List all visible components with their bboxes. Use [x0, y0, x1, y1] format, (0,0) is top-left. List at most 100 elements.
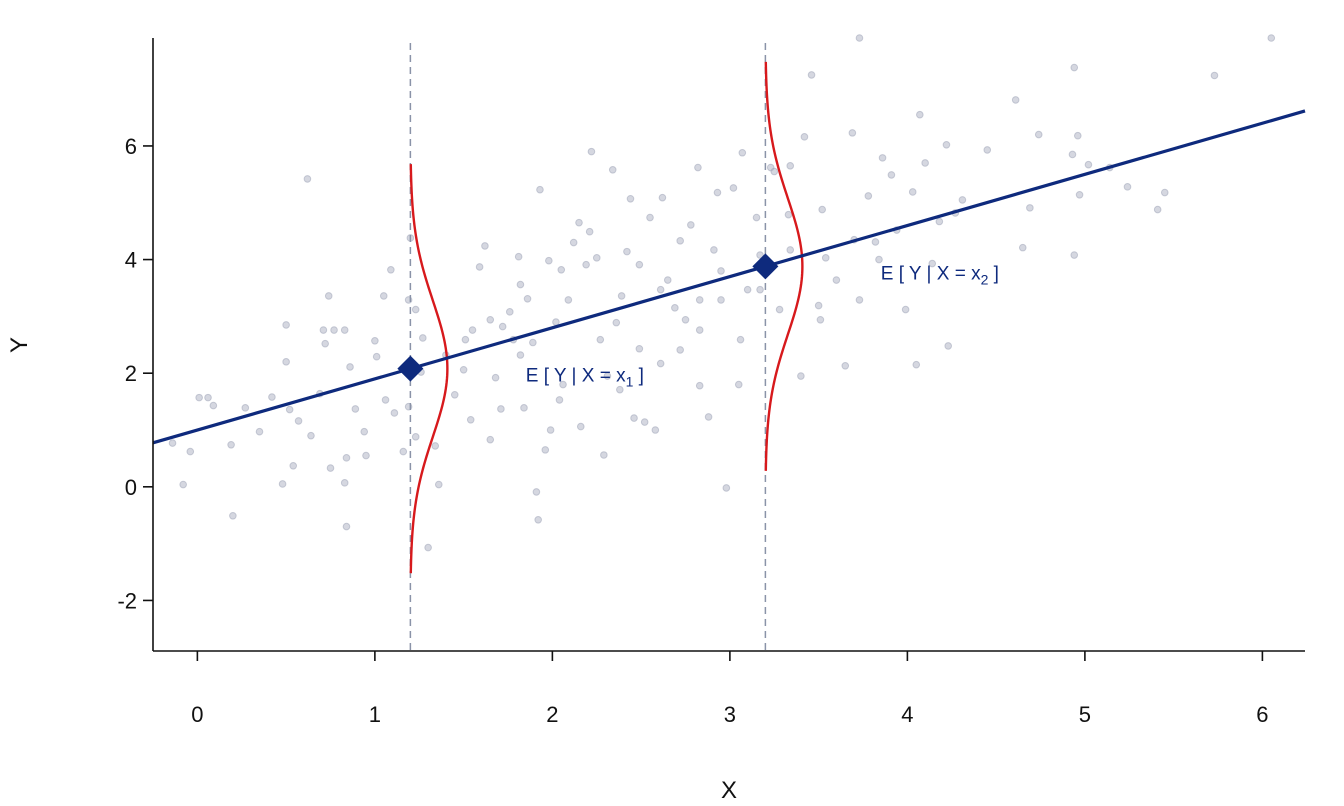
data-point: [1034, 130, 1043, 139]
label-text: ]: [988, 263, 999, 284]
data-point: [282, 358, 290, 366]
regression-line: [152, 109, 1306, 445]
data-point: [671, 304, 679, 312]
data-point: [268, 393, 276, 401]
data-point: [855, 34, 864, 42]
data-point: [491, 373, 500, 382]
data-point: [1153, 205, 1162, 214]
data-point: [617, 292, 626, 300]
data-point: [687, 221, 695, 229]
data-point: [387, 265, 395, 274]
data-point: [942, 141, 951, 149]
data-point: [371, 337, 379, 345]
data-point: [807, 71, 816, 79]
data-point: [1210, 71, 1219, 80]
data-point: [195, 393, 203, 402]
data-point: [559, 380, 567, 389]
data-point: [983, 146, 992, 154]
data-point: [743, 285, 752, 294]
data-point: [227, 440, 235, 449]
data-point: [717, 296, 725, 304]
data-point: [592, 254, 601, 262]
data-point: [603, 372, 612, 380]
data-point: [626, 194, 635, 203]
data-point: [450, 390, 459, 399]
data-point: [419, 334, 427, 342]
data-point: [362, 451, 370, 460]
conditional-mean-marker: [752, 253, 779, 280]
data-point: [459, 365, 468, 374]
y-tick-label: 0: [125, 475, 137, 500]
data-point: [411, 433, 420, 441]
data-point: [319, 326, 328, 334]
y-tick-label: -2: [117, 588, 137, 613]
data-point: [841, 362, 850, 370]
data-point: [616, 385, 624, 394]
data-point: [575, 218, 583, 227]
data-point: [1160, 188, 1169, 197]
data-point: [832, 276, 841, 284]
data-point: [486, 435, 495, 444]
data-point: [608, 166, 617, 174]
data-point: [360, 427, 369, 436]
data-point: [901, 305, 910, 314]
data-point: [695, 326, 704, 334]
data-point: [958, 196, 967, 204]
data-point: [704, 413, 713, 421]
data-point: [1018, 243, 1027, 252]
conditional-density-curve: [764, 61, 804, 471]
regression-layer: E [ Y | X = x1 ]E [ Y | X = x2 ]: [152, 109, 1306, 445]
data-point: [871, 238, 880, 246]
conditional-mean-label: E [ Y | X = x1 ]: [526, 366, 644, 390]
data-point: [468, 326, 477, 334]
data-point: [342, 454, 351, 462]
data-point: [516, 351, 525, 359]
data-point: [1068, 150, 1077, 159]
data-point: [411, 305, 420, 314]
data-point: [569, 238, 578, 247]
data-point: [372, 352, 381, 361]
data-point: [734, 380, 743, 389]
data-point: [555, 396, 564, 404]
data-point: [434, 480, 443, 489]
data-point: [529, 338, 537, 347]
data-point: [623, 247, 631, 256]
data-point: [326, 464, 335, 472]
axes: 0 1 2 3 4 5 6 -2 0 2 4 6: [117, 38, 1305, 727]
data-point: [324, 292, 333, 300]
data-point: [209, 401, 218, 410]
data-point: [1075, 191, 1084, 199]
data-point: [695, 381, 704, 390]
data-point: [1073, 131, 1082, 140]
data-point: [656, 285, 665, 294]
data-point: [523, 294, 532, 303]
data-point: [635, 260, 644, 269]
x-tick-label: 4: [901, 702, 913, 727]
data-point: [282, 321, 290, 329]
guides-layer: [409, 43, 804, 651]
data-point: [912, 360, 921, 369]
data-point: [532, 488, 541, 496]
data-point: [168, 439, 177, 447]
label-text: E [ Y | X = x: [526, 366, 626, 387]
data-point: [255, 427, 264, 436]
data-point: [770, 167, 779, 176]
label-subscript: 2: [981, 271, 989, 287]
data-point: [340, 326, 349, 334]
data-point: [351, 405, 360, 413]
label-text: E [ Y | X = x: [881, 263, 981, 284]
data-point: [663, 276, 672, 284]
data-point: [545, 256, 553, 265]
data-point: [342, 522, 351, 531]
data-point: [390, 409, 399, 417]
data-point: [516, 280, 525, 289]
data-point: [656, 359, 665, 368]
x-tick-label: 6: [1256, 702, 1268, 727]
label-text: ]: [633, 366, 644, 387]
data-point: [461, 335, 470, 344]
data-point: [878, 154, 887, 162]
data-point: [520, 404, 528, 412]
data-point: [630, 414, 638, 422]
data-point: [475, 263, 484, 271]
